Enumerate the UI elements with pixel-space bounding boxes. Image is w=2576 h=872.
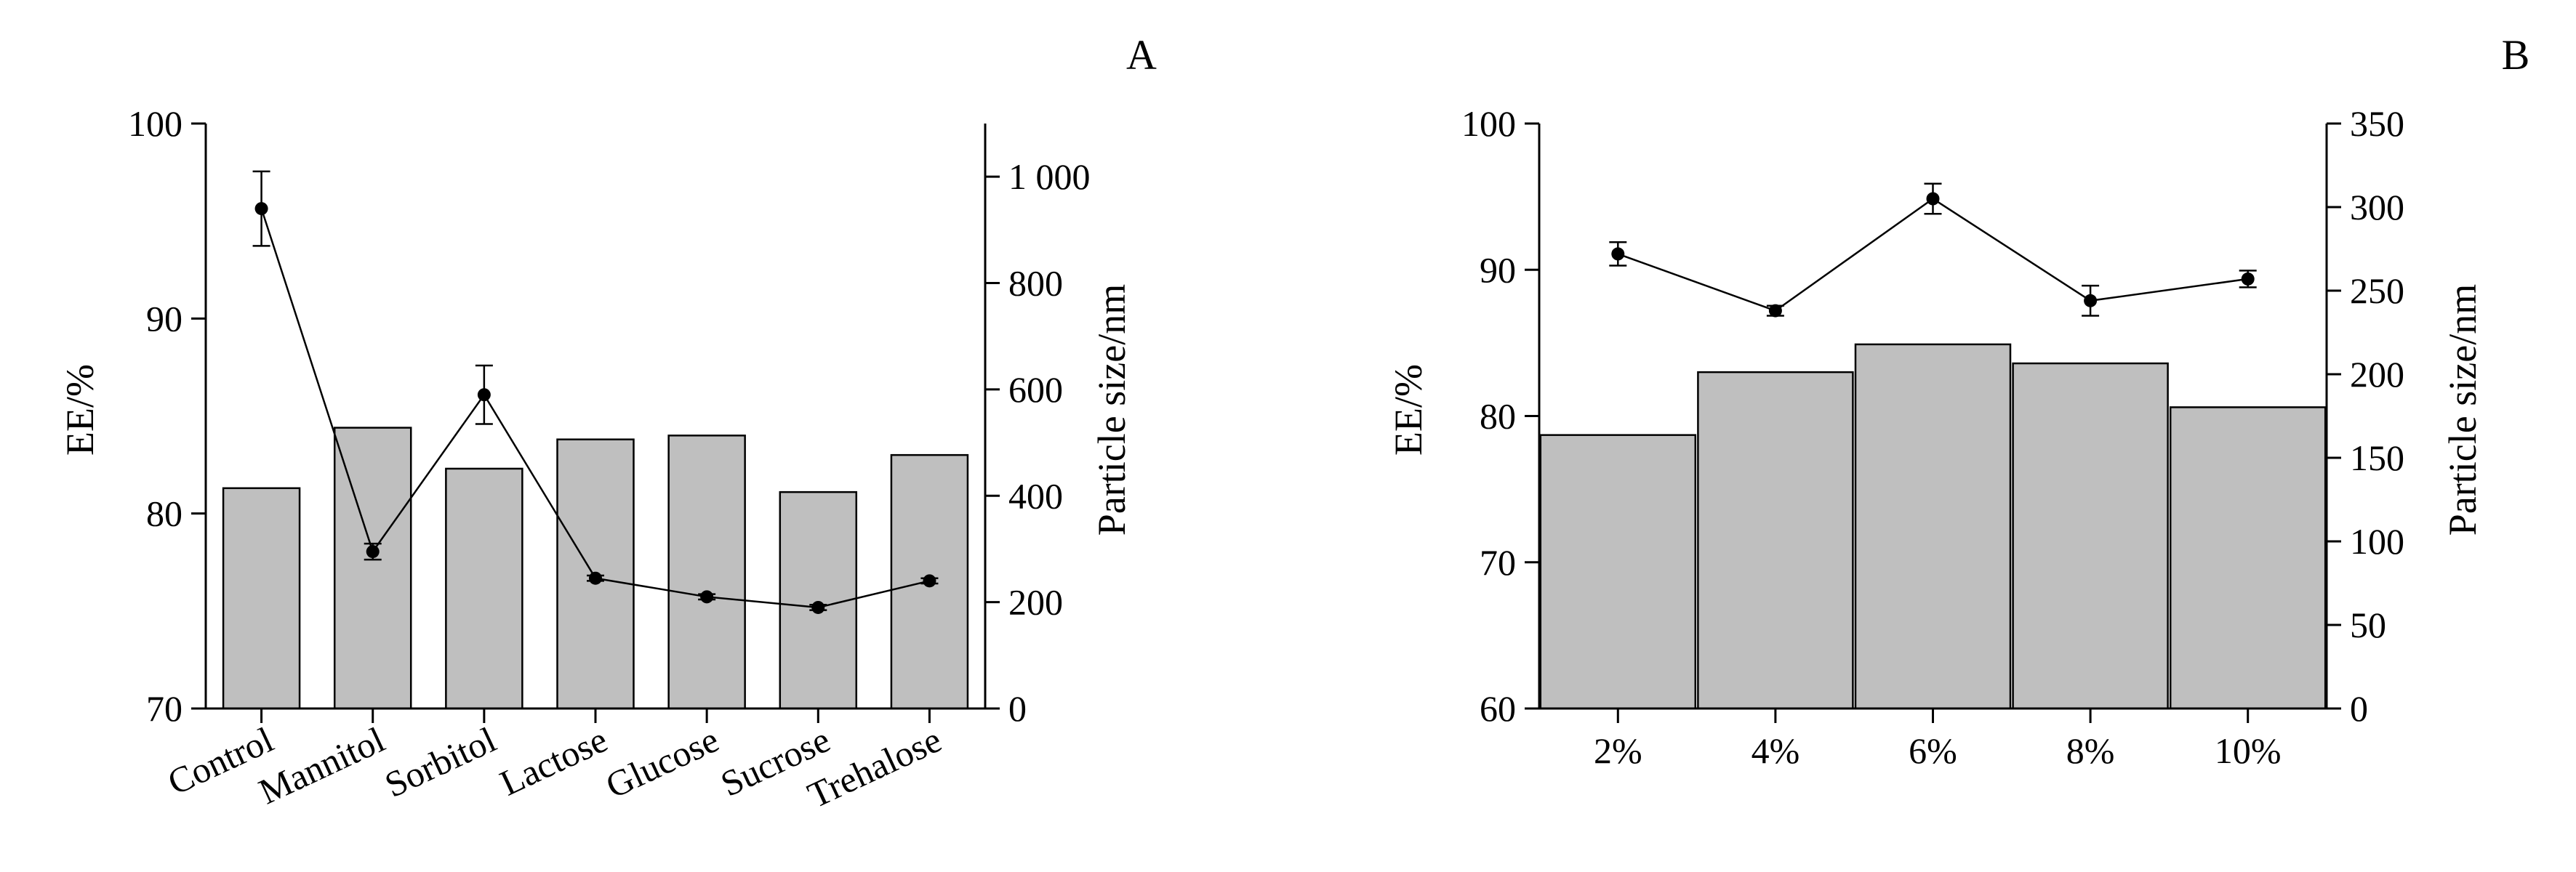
panel-b-left-tick-label: 60: [1480, 688, 1516, 729]
panel-a-bars: [222, 427, 969, 710]
panel-b-right-axis-title: Particle size/nm: [2441, 284, 2484, 536]
panel-b-ticks: 60 70 80 90 100 0 50 100 150 200 250 300 350 2% 4% 6% 8%…: [1461, 103, 2404, 771]
panel-b-bars: [1539, 343, 2327, 710]
panel-a-right-tick-label: 400: [1008, 475, 1063, 516]
panel-b-right-tick-label: 300: [2350, 187, 2404, 227]
panel-b-particle-size-point-3: [1926, 192, 1940, 206]
panel-a-particle-size-point-3: [477, 388, 491, 402]
panel-b-x-tick-label: 2%: [1594, 730, 1642, 771]
panel-b-right-tick-label: 50: [2350, 605, 2386, 645]
panel-a-x-tick-label: Glucose: [600, 719, 725, 806]
panel-b-bar-1: [1539, 434, 1697, 710]
panel-b-bar-2: [1697, 371, 1854, 710]
panel-b-right-tick-label: 150: [2350, 437, 2404, 478]
panel-a-bar-6: [779, 490, 858, 710]
panel-b-bar-5: [2169, 406, 2327, 710]
panel-b-particle-size-point-1: [1611, 247, 1625, 261]
panel-a-left-tick-label: 100: [128, 103, 182, 144]
panel-a-left-tick-label: 80: [146, 493, 182, 534]
panel-a-bar-5: [667, 435, 746, 710]
panel-b-x-tick-label: 8%: [2066, 730, 2115, 771]
panel-b-particle-size-point-4: [2084, 294, 2098, 307]
panel-b-x-tick-label: 4%: [1752, 730, 1800, 771]
panel-b-bar-4: [2012, 362, 2169, 710]
panel-b-label: B: [2502, 31, 2530, 78]
panel-b-right-tick-label: 250: [2350, 270, 2404, 311]
panel-a-right-tick-label: 200: [1008, 582, 1063, 623]
panel-b-left-axis-title: EE/%: [1387, 364, 1430, 456]
panel-a-bar-1: [222, 487, 301, 710]
panel-a-left-axis-title: EE/%: [58, 364, 102, 456]
panel-b-right-tick-label: 350: [2350, 103, 2404, 144]
panel-b-bar-3: [1854, 343, 2012, 710]
panel-a-particle-size-point-7: [923, 574, 936, 588]
panel-b-line-series: [1609, 182, 2257, 318]
panel-b-left-tick-label: 80: [1480, 396, 1516, 437]
panel-a-bar-3: [445, 467, 523, 710]
panel-a-particle-size-point-5: [700, 590, 714, 604]
panel-b-left-tick-label: 70: [1480, 542, 1516, 583]
panel-a-x-tick-label: Sorbitol: [379, 719, 502, 805]
panel-b-right-tick-label: 0: [2350, 688, 2368, 729]
panel-b: B 60 70 80 90 100 0 50 100 150 200 250 300 350 2% 4% 6%…: [1387, 31, 2529, 771]
panel-a-line-series: [252, 170, 939, 614]
panel-a-particle-size-point-4: [589, 571, 602, 585]
panel-b-particle-size-point-5: [2241, 272, 2255, 286]
panel-b-right-tick-label: 200: [2350, 354, 2404, 395]
panel-a-x-tick-label: Mannitol: [253, 719, 391, 812]
panel-a-particle-size-point-1: [254, 202, 268, 216]
panel-b-particle-size-line: [1617, 197, 2248, 312]
panel-a-right-tick-label: 0: [1008, 688, 1027, 729]
panel-b-right-tick-label: 100: [2350, 521, 2404, 562]
panel-a-right-axis-title: Particle size/nm: [1090, 284, 1133, 536]
panel-a-particle-size-point-2: [366, 545, 380, 559]
panel-b-x-tick-label: 6%: [1909, 730, 1957, 771]
panel-a-label: A: [1126, 31, 1157, 78]
panel-b-particle-size-point-2: [1768, 304, 1782, 318]
panel-a-left-tick-label: 90: [146, 298, 182, 339]
panel-a-right-tick-label: 600: [1008, 369, 1063, 410]
panel-a-right-tick-label: 800: [1008, 263, 1063, 304]
panel-a-right-tick-label: 1 000: [1008, 156, 1091, 197]
panel-a-left-tick-label: 70: [146, 688, 182, 729]
panel-b-left-tick-label: 100: [1461, 103, 1516, 144]
panel-b-left-tick-label: 90: [1480, 249, 1516, 290]
panel-a-x-tick-label: Lactose: [494, 719, 614, 803]
panel-a-particle-size-point-6: [811, 600, 825, 614]
panel-b-x-tick-label: 10%: [2215, 730, 2282, 771]
